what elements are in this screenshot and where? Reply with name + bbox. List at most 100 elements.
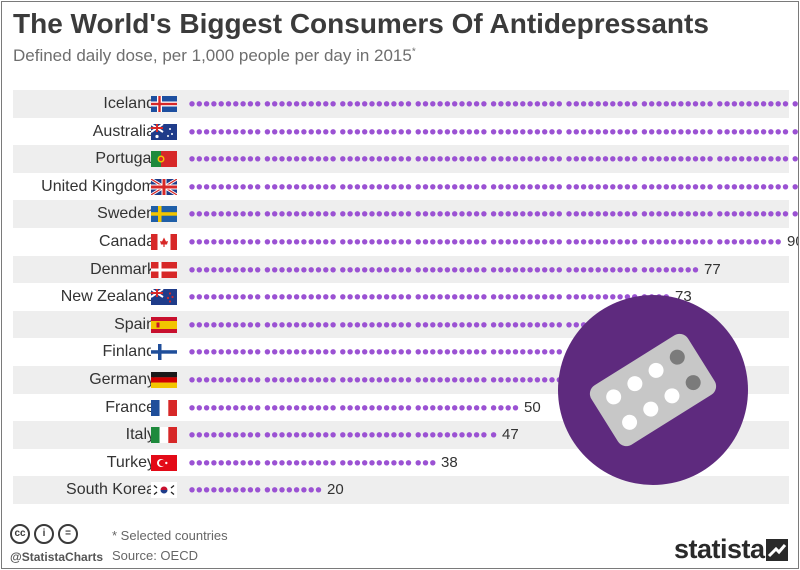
bar-dot bbox=[247, 349, 254, 355]
bar-dot bbox=[505, 294, 511, 300]
bar-dot bbox=[376, 321, 382, 328]
statista-logo[interactable]: statista bbox=[674, 534, 765, 564]
bar-dot bbox=[610, 266, 616, 273]
bar-dot bbox=[347, 349, 353, 355]
bar-dot bbox=[632, 183, 638, 190]
bar-dot bbox=[247, 294, 254, 300]
bar-dot bbox=[315, 404, 322, 411]
bar-dot bbox=[369, 183, 375, 190]
pill-slot-empty bbox=[685, 375, 701, 391]
bar-dot bbox=[247, 487, 254, 493]
bar-dot bbox=[481, 101, 487, 107]
bar-dot bbox=[225, 349, 232, 355]
bar-dot bbox=[398, 459, 404, 466]
bar-dot bbox=[196, 156, 202, 162]
bar-dot bbox=[678, 156, 684, 162]
bar-dot bbox=[189, 459, 195, 466]
bar-dot bbox=[490, 294, 497, 300]
bar-dot bbox=[293, 377, 300, 383]
bar-dot bbox=[617, 101, 623, 107]
bar-dot bbox=[286, 459, 292, 466]
bar-dot bbox=[444, 404, 451, 411]
bar-dot bbox=[279, 459, 285, 466]
bar-dot bbox=[279, 321, 285, 328]
bar-dot bbox=[512, 404, 519, 411]
bar-dot bbox=[233, 321, 239, 328]
bar-dot bbox=[746, 211, 752, 217]
bar-dot bbox=[218, 487, 224, 493]
bar-dot bbox=[391, 183, 397, 190]
bar-dot bbox=[272, 183, 278, 190]
bar-dot bbox=[196, 239, 202, 245]
bar-dot bbox=[580, 266, 587, 273]
statista-logo-icon[interactable] bbox=[766, 539, 788, 561]
bar-dot bbox=[376, 101, 382, 107]
bar-dot bbox=[670, 239, 677, 245]
bar-dot bbox=[264, 266, 271, 273]
bar-dot bbox=[498, 239, 504, 245]
no-derivatives-icon[interactable]: = bbox=[58, 524, 78, 544]
bar-dot bbox=[444, 101, 451, 107]
bar-dot bbox=[739, 211, 745, 217]
canada-flag-icon bbox=[151, 233, 177, 250]
bar-dot bbox=[362, 183, 368, 190]
bar-dot bbox=[308, 459, 314, 466]
pill-slot bbox=[648, 362, 664, 378]
attribution-icon[interactable]: i bbox=[34, 524, 54, 544]
bar-dot bbox=[481, 294, 487, 300]
bar-dot bbox=[293, 349, 300, 355]
bar-dot bbox=[746, 239, 752, 245]
bar-dot bbox=[286, 294, 292, 300]
bar-dot bbox=[775, 239, 781, 245]
bar-dot bbox=[203, 349, 210, 355]
bar-dot bbox=[308, 349, 314, 355]
bar-dot bbox=[376, 432, 382, 438]
bar-dot bbox=[782, 211, 789, 217]
source-note: Source: OECD bbox=[112, 548, 198, 563]
bar-dot bbox=[580, 294, 587, 300]
bar-dot bbox=[481, 128, 487, 135]
bar-dot bbox=[459, 266, 465, 273]
bar-dot bbox=[490, 266, 497, 273]
bar-dot bbox=[218, 321, 224, 328]
bar-dot bbox=[534, 294, 541, 300]
bar-dot bbox=[663, 128, 669, 135]
bar-dot bbox=[746, 156, 752, 162]
statista-handle[interactable]: @StatistaCharts bbox=[10, 550, 104, 564]
bar-dot bbox=[211, 432, 217, 438]
bar-dot bbox=[323, 183, 329, 190]
bar-dot bbox=[383, 321, 390, 328]
creative-commons-icon[interactable]: cc bbox=[10, 524, 30, 544]
bar-dot bbox=[444, 239, 451, 245]
bar-dot bbox=[323, 128, 329, 135]
iceland-flag-icon bbox=[151, 96, 177, 112]
bar-dot bbox=[233, 294, 239, 300]
bar-dot bbox=[588, 156, 594, 162]
bar-dot bbox=[308, 404, 314, 411]
bar-dot bbox=[549, 156, 555, 162]
bar-dot bbox=[466, 266, 472, 273]
bar-dot bbox=[218, 377, 224, 383]
bar-dot bbox=[189, 266, 195, 273]
bar-dot bbox=[279, 487, 285, 493]
bar-dot bbox=[685, 266, 691, 273]
bar-dot bbox=[398, 404, 404, 411]
bar-dot bbox=[218, 211, 224, 217]
bar-dot bbox=[211, 183, 217, 190]
bar-dot bbox=[354, 432, 361, 438]
bar-dot bbox=[466, 404, 472, 411]
bar-dot bbox=[459, 404, 465, 411]
bar-dot bbox=[632, 239, 638, 245]
bar-dot bbox=[549, 101, 555, 107]
dot-bar bbox=[189, 459, 436, 466]
bar-dot bbox=[279, 211, 285, 217]
bar-dot bbox=[670, 266, 677, 273]
bar-dot bbox=[700, 183, 706, 190]
bar-dot bbox=[340, 459, 346, 466]
bar-dot bbox=[255, 266, 261, 273]
bar-dot bbox=[323, 377, 329, 383]
value-label: 38 bbox=[441, 453, 458, 471]
bar-dot bbox=[610, 294, 616, 300]
bar-dot bbox=[617, 183, 623, 190]
bar-dot bbox=[362, 404, 368, 411]
